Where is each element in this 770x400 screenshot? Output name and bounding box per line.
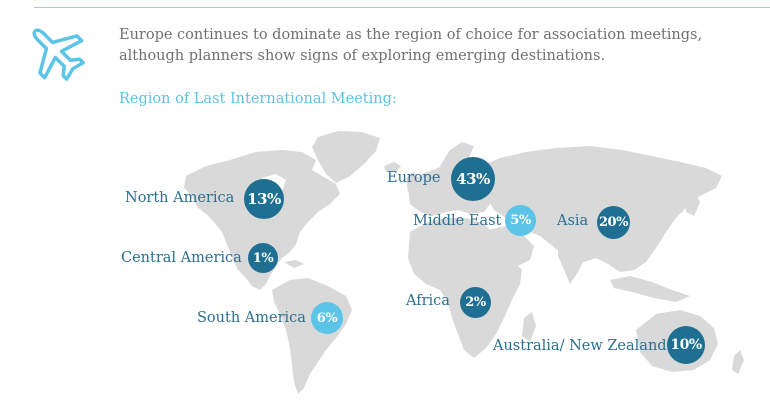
label-asia: Asia: [557, 213, 589, 229]
label-north-america: North America: [125, 190, 235, 206]
landmass-asia: [476, 146, 722, 272]
intro-text: Europe continues to dominate as the regi…: [119, 25, 739, 67]
badge-australia-nz: 10%: [667, 326, 705, 364]
badge-europe: 43%: [451, 157, 495, 201]
landmass-uk: [406, 172, 420, 194]
landmass-south-america: [272, 278, 352, 394]
badge-north-america: 13%: [244, 179, 284, 219]
badge-asia: 20%: [597, 206, 630, 239]
label-central-america: Central America: [121, 250, 242, 266]
badge-africa: 2%: [460, 287, 491, 318]
airplane-icon: [32, 28, 85, 81]
label-australia-nz: Australia/ New Zealand: [493, 338, 667, 354]
landmass-indonesia: [610, 276, 690, 302]
landmass-north-america: [184, 150, 340, 290]
landmass-iceland: [384, 162, 401, 172]
landmass-india: [558, 236, 590, 284]
map-subtitle: Region of Last International Meeting:: [119, 91, 397, 107]
landmass-arabia: [488, 226, 534, 266]
landmass-caribbean: [284, 260, 304, 268]
landmass-japan: [686, 192, 700, 216]
label-africa: Africa: [406, 293, 450, 309]
badge-middle-east: 5%: [505, 205, 536, 236]
landmass-madagascar: [522, 312, 536, 342]
label-middle-east: Middle East: [413, 213, 502, 229]
label-south-america: South America: [197, 310, 306, 326]
intro-line-1: Europe continues to dominate as the regi…: [119, 27, 703, 43]
intro-line-2: although planners show signs of explorin…: [119, 48, 606, 64]
landmass-new-zealand: [732, 350, 744, 374]
top-divider: [34, 7, 770, 8]
landmass-greenland: [312, 131, 380, 183]
landmass-africa: [408, 218, 522, 358]
label-europe: Europe: [387, 170, 441, 186]
badge-central-america: 1%: [248, 243, 278, 273]
badge-south-america: 6%: [311, 302, 343, 334]
